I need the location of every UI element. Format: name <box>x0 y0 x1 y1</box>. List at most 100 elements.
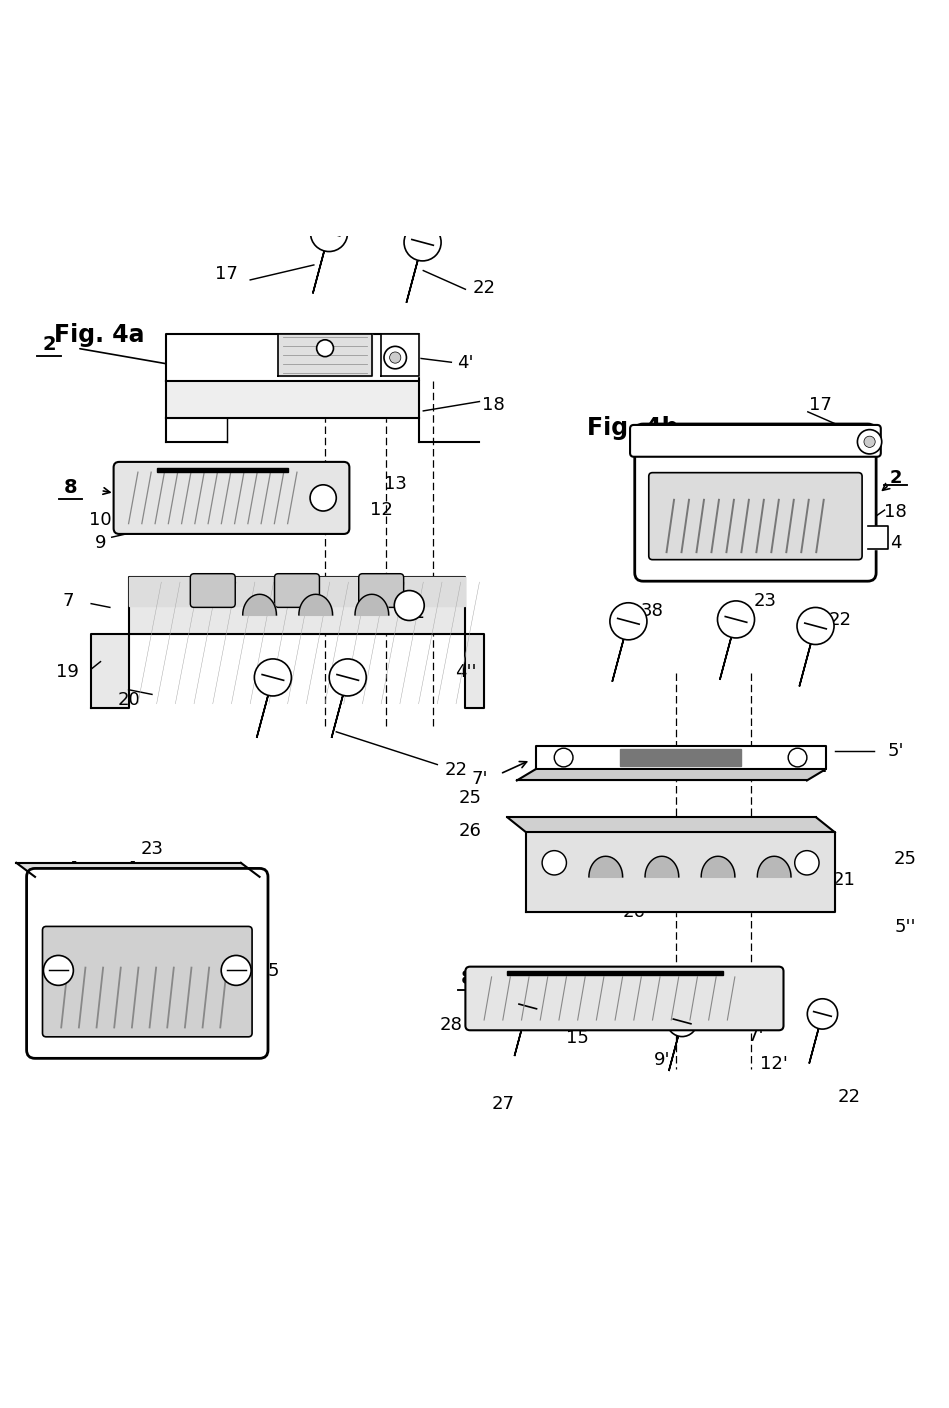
Text: 5: 5 <box>268 962 279 980</box>
Text: 20: 20 <box>117 690 140 708</box>
Text: 18: 18 <box>482 396 505 414</box>
Text: Fig. 4b: Fig. 4b <box>586 417 679 441</box>
Polygon shape <box>867 527 888 549</box>
Text: 23: 23 <box>140 841 163 857</box>
Polygon shape <box>166 335 419 382</box>
Polygon shape <box>313 224 331 293</box>
Polygon shape <box>799 617 818 686</box>
Text: 22: 22 <box>473 279 495 297</box>
Text: 24: 24 <box>692 828 716 846</box>
Text: 18: 18 <box>884 503 906 521</box>
Text: Fig. 5a: Fig. 5a <box>736 753 827 777</box>
Text: 14: 14 <box>361 391 383 410</box>
Circle shape <box>857 429 882 455</box>
Text: Fig. 4a: Fig. 4a <box>54 322 144 346</box>
Text: 22: 22 <box>444 760 467 779</box>
Text: 30: 30 <box>772 828 794 846</box>
Polygon shape <box>91 577 484 708</box>
Text: 25: 25 <box>893 849 916 867</box>
Text: Fig. 5b: Fig. 5b <box>54 860 145 884</box>
Polygon shape <box>514 998 530 1056</box>
Text: 15: 15 <box>566 1029 588 1048</box>
Polygon shape <box>669 1014 684 1070</box>
Polygon shape <box>381 335 419 377</box>
Circle shape <box>542 850 567 876</box>
Text: 9': 9' <box>653 1050 670 1069</box>
Polygon shape <box>526 832 834 912</box>
Text: 4'': 4'' <box>455 662 475 680</box>
Text: 8': 8' <box>460 969 479 987</box>
FancyBboxPatch shape <box>190 574 235 608</box>
Text: 2: 2 <box>889 469 902 487</box>
FancyBboxPatch shape <box>465 967 783 1031</box>
Text: 21: 21 <box>402 604 425 622</box>
Text: 27: 27 <box>491 1094 514 1112</box>
Text: 19: 19 <box>56 662 79 680</box>
Circle shape <box>254 659 291 696</box>
Circle shape <box>512 991 543 1022</box>
Circle shape <box>383 346 406 369</box>
Text: 2: 2 <box>42 335 56 353</box>
FancyBboxPatch shape <box>114 462 349 534</box>
Circle shape <box>394 591 424 621</box>
Circle shape <box>788 749 807 767</box>
Circle shape <box>221 956 251 986</box>
Text: 8: 8 <box>64 477 77 497</box>
Polygon shape <box>612 611 631 681</box>
Polygon shape <box>128 577 465 605</box>
Text: 17: 17 <box>215 265 238 283</box>
Circle shape <box>717 601 754 638</box>
Polygon shape <box>406 232 425 303</box>
Circle shape <box>310 486 336 511</box>
Circle shape <box>554 749 572 767</box>
Text: 17: 17 <box>809 396 832 414</box>
Text: 5': 5' <box>887 742 903 760</box>
Circle shape <box>609 603 646 641</box>
FancyBboxPatch shape <box>43 926 251 1036</box>
Text: 7: 7 <box>62 593 73 610</box>
Text: 12': 12' <box>760 1055 788 1073</box>
Polygon shape <box>507 818 834 832</box>
Polygon shape <box>535 746 826 769</box>
Text: 10: 10 <box>89 511 112 529</box>
Circle shape <box>389 352 400 363</box>
FancyBboxPatch shape <box>359 574 403 608</box>
Polygon shape <box>809 1005 825 1063</box>
Text: 30: 30 <box>431 579 453 596</box>
Circle shape <box>329 659 366 696</box>
Text: 26: 26 <box>622 903 645 921</box>
FancyBboxPatch shape <box>274 574 319 608</box>
Circle shape <box>44 956 73 986</box>
Text: 25: 25 <box>458 788 481 807</box>
Polygon shape <box>620 749 741 767</box>
FancyBboxPatch shape <box>630 425 881 458</box>
Polygon shape <box>257 667 275 738</box>
Polygon shape <box>16 863 259 877</box>
Circle shape <box>404 224 441 262</box>
Text: 23: 23 <box>753 593 776 610</box>
Polygon shape <box>166 382 419 418</box>
Text: 26: 26 <box>458 821 481 839</box>
Circle shape <box>310 215 347 252</box>
Circle shape <box>807 998 837 1029</box>
Polygon shape <box>507 972 722 976</box>
Text: 28: 28 <box>439 1015 462 1033</box>
FancyBboxPatch shape <box>634 424 876 582</box>
Polygon shape <box>719 610 738 679</box>
Circle shape <box>796 608 833 645</box>
Polygon shape <box>278 335 372 377</box>
Circle shape <box>864 436 875 448</box>
Polygon shape <box>331 667 350 738</box>
Polygon shape <box>516 769 826 780</box>
Text: 13: 13 <box>383 476 406 493</box>
Text: 12: 12 <box>369 500 393 518</box>
FancyBboxPatch shape <box>648 473 862 560</box>
Text: 22: 22 <box>837 1088 860 1105</box>
Circle shape <box>794 850 819 876</box>
Text: 4: 4 <box>889 534 901 552</box>
Polygon shape <box>157 467 288 473</box>
Text: 4': 4' <box>456 353 474 372</box>
Text: 22: 22 <box>828 611 850 629</box>
Circle shape <box>666 1007 697 1036</box>
Text: 7': 7' <box>471 770 488 788</box>
